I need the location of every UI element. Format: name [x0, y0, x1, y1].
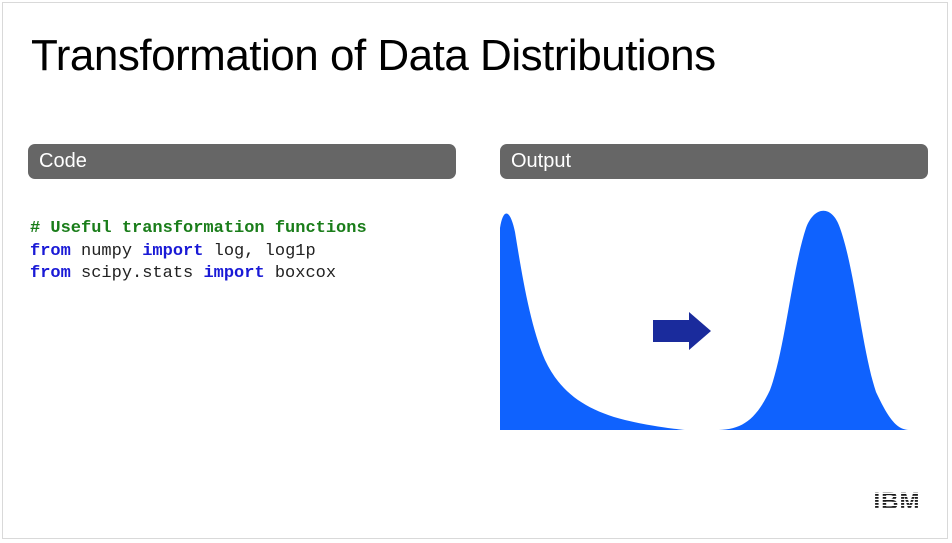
output-section-header: Output: [500, 144, 928, 179]
ibm-logo-text: IBM: [874, 488, 921, 512]
ibm-logo: IBM: [874, 488, 921, 512]
code-keyword-from: from: [30, 264, 71, 283]
code-text: boxcox: [264, 264, 337, 283]
code-block: # Useful transformation functions from n…: [30, 218, 367, 286]
code-keyword-from: from: [30, 241, 71, 261]
code-comment: # Useful transformation functions: [30, 219, 367, 238]
code-keyword-import: import: [142, 241, 204, 261]
normal-distribution-shape: [715, 210, 910, 430]
code-text: scipy.stats: [70, 264, 204, 283]
code-keyword-import: import: [203, 264, 265, 283]
right-arrow-icon: [653, 312, 711, 350]
skewed-distribution-shape: [500, 213, 685, 430]
code-text: numpy: [70, 241, 143, 261]
code-text: log, log1p: [203, 241, 316, 261]
slide-title: Transformation of Data Distributions: [31, 31, 716, 80]
code-section-header: Code: [28, 144, 456, 179]
